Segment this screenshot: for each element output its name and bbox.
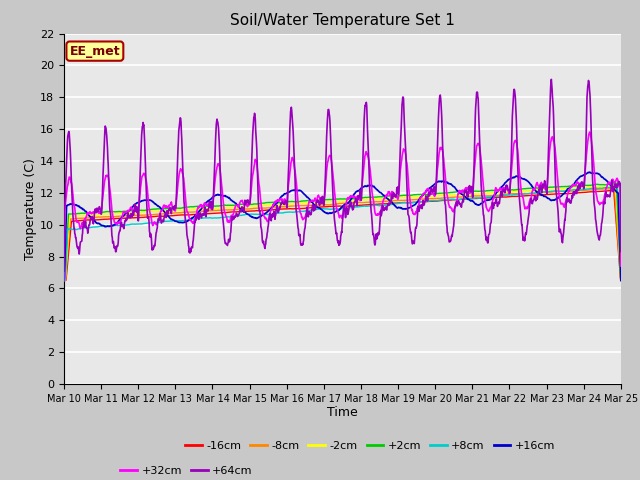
Title: Soil/Water Temperature Set 1: Soil/Water Temperature Set 1 bbox=[230, 13, 455, 28]
Legend: +32cm, +64cm: +32cm, +64cm bbox=[116, 461, 257, 480]
Y-axis label: Temperature (C): Temperature (C) bbox=[24, 158, 37, 260]
X-axis label: Time: Time bbox=[327, 407, 358, 420]
Text: EE_met: EE_met bbox=[70, 45, 120, 58]
